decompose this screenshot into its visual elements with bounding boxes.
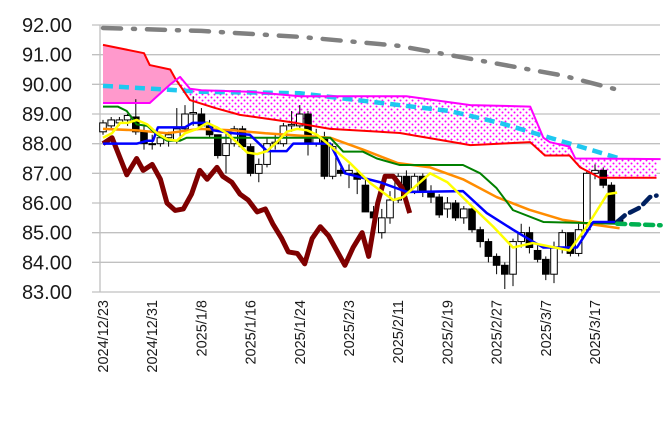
candle-body-up [287, 123, 296, 127]
candle-body-down [476, 229, 484, 243]
candle [501, 262, 509, 290]
candle-body-up [583, 172, 591, 231]
kijun-forecast-line [614, 221, 663, 228]
tenkan-forecast-line [614, 193, 659, 225]
candle-body-down [468, 208, 476, 231]
y-tick-label: 87.00 [22, 163, 72, 185]
x-tick-label: 2025/1/8 [194, 300, 210, 356]
x-tick-label: 2025/2/11 [391, 300, 407, 363]
x-tick-label: 2025/2/19 [440, 300, 456, 365]
tenkan-sen-line [103, 121, 618, 249]
candle [435, 194, 443, 218]
candle-body-down [484, 241, 493, 257]
candle [246, 143, 255, 177]
candle [378, 208, 386, 239]
series-back [100, 25, 622, 161]
candle-body-up [222, 143, 230, 157]
candle-body-down [451, 202, 460, 219]
mid-term-ma-line [102, 83, 621, 161]
candle-body-up [296, 113, 304, 127]
y-tick-label: 89.00 [22, 104, 72, 126]
candle-body-up [550, 247, 558, 275]
x-tick-label: 2024/12/31 [145, 300, 161, 373]
candle-body-up [164, 134, 173, 139]
candle-body-down [361, 184, 370, 213]
candle [443, 197, 452, 218]
y-tick-label: 88.00 [22, 134, 72, 156]
candle-body-up [443, 202, 452, 210]
candle [460, 205, 468, 224]
short-term-ma-line [102, 118, 618, 252]
senkou-span-a-line [102, 43, 657, 179]
candle-body-down [607, 184, 616, 222]
cloud-bearish-fill [103, 44, 657, 178]
candle-body-up [99, 122, 107, 133]
candle-body-down [246, 146, 255, 174]
candle-body-up [386, 199, 394, 219]
candle-body-down [492, 255, 501, 266]
y-axis-ticks: 92.00 91.00 90.00 89.00 88.00 87.00 86.00 85.00… [22, 15, 72, 304]
candle-body-down [501, 264, 509, 275]
candle-body-down [214, 134, 222, 157]
candle-body-up [263, 143, 271, 165]
x-tick-label: 2025/3/7 [539, 300, 555, 356]
candle-body-up [181, 113, 189, 130]
candle-body-up [255, 163, 263, 174]
candle-body-up [148, 143, 156, 146]
kijun-sen-line [103, 105, 618, 225]
senkou-span-b-line [103, 75, 661, 161]
candle-body-down [542, 258, 550, 275]
y-tick-label: 91.00 [22, 45, 72, 67]
candle [255, 158, 263, 183]
candle-body-down [533, 249, 542, 260]
candle-body-up [460, 208, 468, 219]
candle [263, 137, 271, 168]
candle [140, 125, 148, 150]
candle [484, 238, 493, 263]
candle [542, 256, 550, 281]
candle [148, 134, 156, 150]
candle [607, 182, 616, 224]
candle-body-up [591, 169, 599, 174]
y-tick-label: 85.00 [22, 223, 72, 245]
candle [427, 185, 435, 203]
y-tick-label: 83.00 [22, 282, 72, 304]
candle [99, 119, 107, 135]
candle [591, 164, 599, 180]
chikou-span-line [101, 135, 413, 268]
candle [304, 111, 312, 156]
candle [107, 116, 116, 129]
candle [468, 205, 476, 233]
y-tick-label: 84.00 [22, 252, 72, 274]
candle [296, 105, 304, 129]
candle [533, 244, 542, 263]
candle-body-up [378, 217, 386, 234]
x-tick-label: 2025/1/16 [244, 300, 260, 365]
candle [345, 164, 353, 189]
y-tick-label: 92.00 [22, 15, 72, 37]
x-tick-label: 2024/12/23 [96, 300, 112, 373]
long-term-ma-line [100, 25, 622, 93]
y-tick-label: 86.00 [22, 193, 72, 215]
candle-body-up [558, 232, 567, 249]
x-tick-label: 2025/3/17 [588, 300, 604, 365]
orange-ma-line [102, 127, 620, 230]
ichimoku-cloud [103, 44, 657, 178]
y-tick-label: 90.00 [22, 74, 72, 96]
x-tick-label: 2025/2/3 [342, 300, 358, 356]
series-front [101, 43, 663, 268]
x-axis-ticks: 2024/12/23 2024/12/31 2025/1/8 2025/1/16 202… [96, 300, 604, 373]
candle-body-up [107, 119, 116, 127]
candle [476, 226, 484, 248]
x-tick-label: 2025/1/24 [293, 300, 309, 365]
candle-body-up [189, 112, 197, 115]
x-tick-label: 2025/2/27 [490, 300, 506, 365]
candle [361, 179, 370, 213]
candle [492, 253, 501, 275]
candle-body-up [509, 241, 517, 275]
candle [451, 200, 460, 221]
candle-body-down [435, 196, 443, 216]
candlesticks [99, 96, 624, 290]
